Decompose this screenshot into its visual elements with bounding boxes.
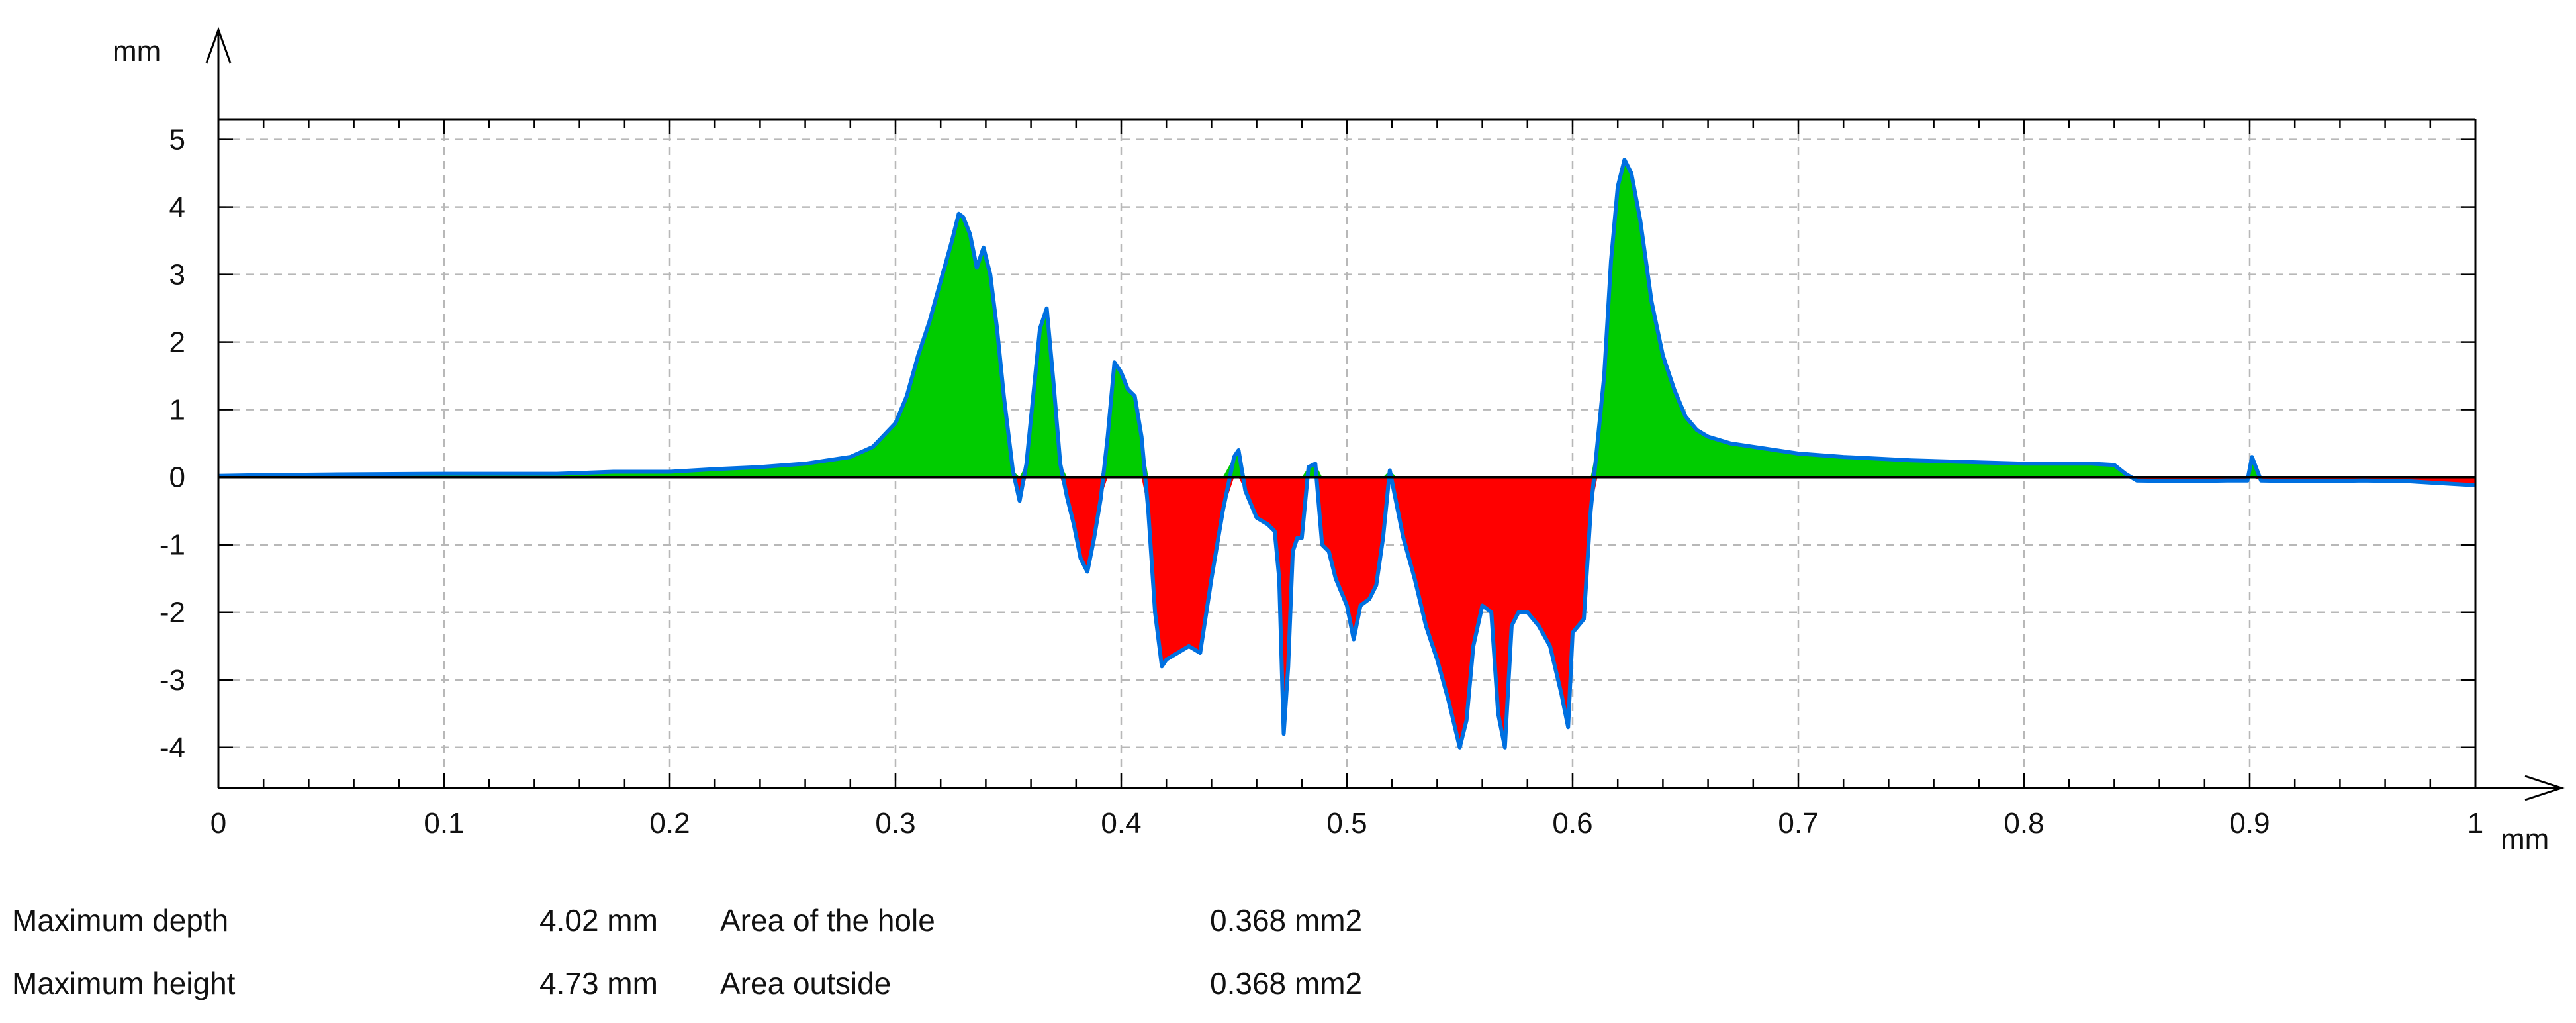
max-height-value: 4.73 mm bbox=[539, 966, 658, 1000]
tick-marks bbox=[217, 119, 2477, 788]
y-tick-label: 2 bbox=[169, 326, 185, 359]
hole-area-value: 0.368 mm2 bbox=[1210, 903, 1363, 938]
x-tick-label: 0.3 bbox=[875, 807, 915, 840]
stats-panel: Maximum depth 4.02 mm Area of the hole 0… bbox=[0, 901, 1456, 1020]
y-tick-label: -2 bbox=[160, 597, 185, 629]
x-tick-label: 0.8 bbox=[2003, 807, 2044, 840]
outside-area-label: Area outside bbox=[720, 966, 892, 1000]
y-tick-label: 3 bbox=[169, 259, 185, 291]
x-tick-label: 1 bbox=[2467, 807, 2483, 840]
y-tick-label: 4 bbox=[169, 191, 185, 224]
hole-area-label: Area of the hole bbox=[720, 903, 935, 938]
outside-area-value: 0.368 mm2 bbox=[1210, 966, 1363, 1000]
max-depth-label: Maximum depth bbox=[12, 903, 229, 938]
x-tick-label: 0.7 bbox=[1778, 807, 1818, 840]
profile-outline-group bbox=[218, 158, 2476, 750]
y-tick-label: -1 bbox=[160, 529, 185, 561]
x-tick-label: 0.5 bbox=[1326, 807, 1367, 840]
x-tick-label: 0.1 bbox=[424, 807, 464, 840]
x-tick-label: 0 bbox=[210, 807, 226, 840]
y-unit-label: mm bbox=[113, 35, 161, 68]
x-tick-label: 0.2 bbox=[649, 807, 690, 840]
area-below-fill bbox=[218, 477, 2475, 748]
x-tick-label: 0.6 bbox=[1552, 807, 1592, 840]
y-tick-label: -4 bbox=[160, 732, 185, 764]
y-tick-label: 0 bbox=[169, 462, 185, 494]
profile-fills bbox=[218, 160, 2475, 748]
y-tick-label: 1 bbox=[169, 394, 185, 426]
grid-lines bbox=[218, 119, 2475, 788]
axes bbox=[205, 26, 2565, 801]
y-tick-label: -3 bbox=[160, 664, 185, 697]
y-axis-arrow-icon bbox=[205, 26, 232, 64]
y-tick-label: 5 bbox=[169, 124, 185, 156]
profile-outline bbox=[218, 158, 2476, 750]
x-axis-arrow-icon bbox=[2524, 775, 2565, 801]
max-depth-value: 4.02 mm bbox=[539, 903, 658, 938]
x-tick-label: 0.9 bbox=[2229, 807, 2270, 840]
x-unit-label: mm bbox=[2501, 823, 2549, 855]
x-tick-label: 0.4 bbox=[1101, 807, 1141, 840]
tick-labels: 0 0.1 0.2 0.3 0.4 0.5 0.6 0.7 0.8 0.9 1 5 4 3 2 1 0 -1 -2 -… bbox=[160, 124, 2483, 840]
max-height-label: Maximum height bbox=[12, 966, 236, 1000]
